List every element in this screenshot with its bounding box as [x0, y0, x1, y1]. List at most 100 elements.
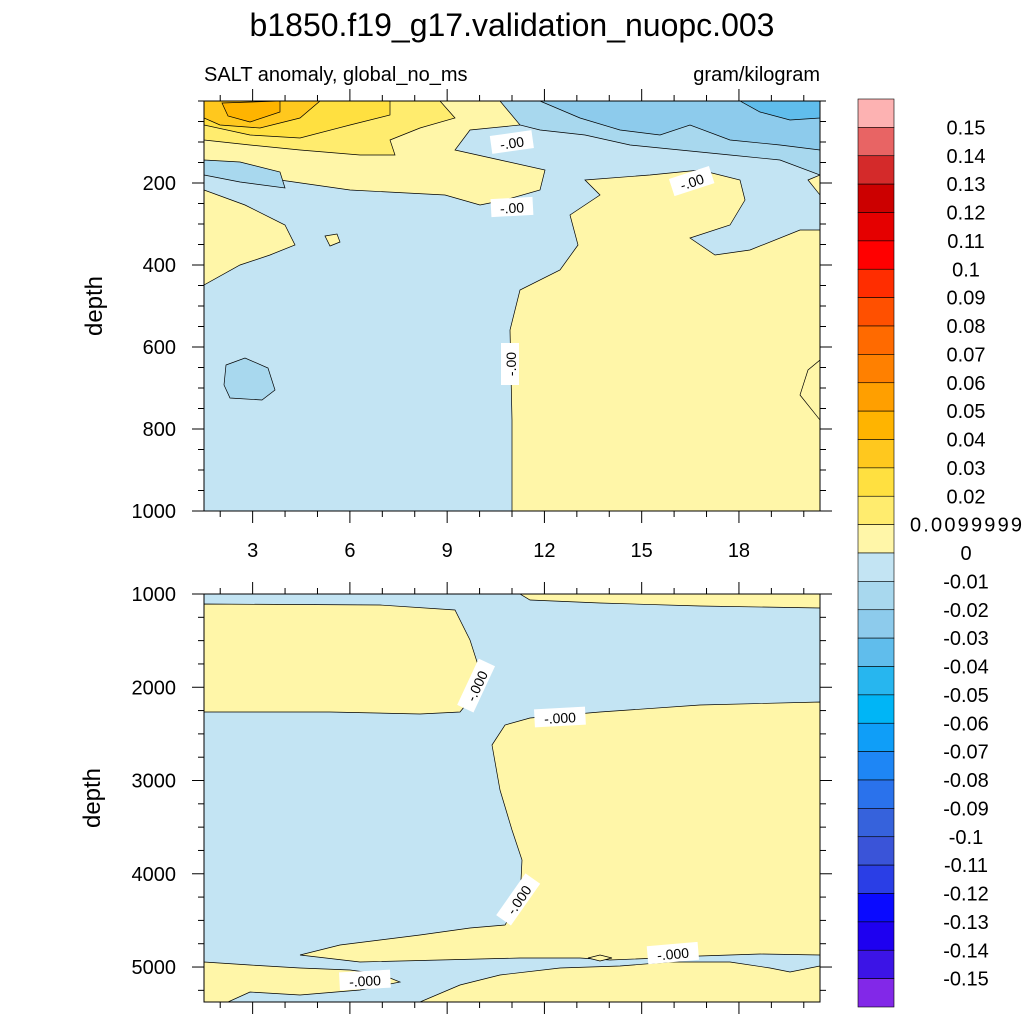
contour-label: -.000	[534, 706, 586, 728]
colorbar-label: 0.1	[952, 259, 980, 281]
colorbar-label: -0.15	[943, 969, 989, 991]
upper-y-tick-labels: 200 400 600 800 1000	[132, 173, 177, 523]
lower-panel: 1000 2000 3000 4000 5000 depth -.000 -.000 -.0…	[79, 582, 832, 1014]
colorbar-swatch	[857, 467, 895, 497]
upper-neg-region-d	[223, 357, 276, 401]
lower-pos-region-e	[587, 954, 613, 962]
colorbar-swatch	[857, 297, 895, 327]
colorbar-swatch	[857, 552, 895, 582]
colorbar-swatch	[857, 212, 895, 242]
colorbar-label: 0	[960, 543, 971, 565]
colorbar-swatch	[857, 949, 895, 979]
upper-pos-region-e	[799, 359, 820, 421]
colorbar-label: -0.1	[949, 827, 983, 849]
colorbar-swatch	[857, 155, 895, 185]
contour-label: -.00	[668, 166, 715, 197]
colorbar-swatch	[857, 836, 895, 866]
colorbar-swatch	[857, 581, 895, 611]
colorbar-swatch	[857, 921, 895, 951]
upper-pos-region-b	[509, 169, 820, 511]
colorbar-swatch	[857, 98, 895, 128]
contour-label-text: -.000	[349, 972, 382, 990]
upper-contour-labels: -.00 -.00 -.00 -.00	[489, 130, 715, 385]
colorbar-label: -0.06	[943, 713, 989, 735]
y-tick-label: 3000	[132, 771, 177, 793]
contour-label: -.00	[489, 130, 534, 154]
y-tick-label: 2000	[132, 677, 177, 699]
colorbar-swatch	[857, 495, 895, 525]
upper-axis-ticks	[192, 89, 832, 523]
colorbar-swatch	[857, 808, 895, 838]
upper-y-axis-label: depth	[81, 276, 108, 336]
colorbar-swatch	[857, 751, 895, 781]
colorbar-label: 0.02	[947, 486, 986, 508]
colorbar-swatch	[857, 864, 895, 894]
contour-label: -.000	[339, 969, 391, 991]
colorbar-label: 0.09	[947, 288, 986, 310]
colorbar-swatch	[857, 637, 895, 667]
colorbar-swatch	[857, 354, 895, 384]
contour-label: -.00	[490, 196, 534, 218]
lower-pos-region-b	[519, 594, 820, 609]
colorbar-swatch	[857, 524, 895, 554]
colorbar-label: -0.12	[943, 884, 989, 906]
contour-label-text: -.00	[678, 171, 706, 194]
colorbar-swatch	[857, 666, 895, 696]
colorbar-label: -0.04	[943, 657, 989, 679]
x-tick-label: 12	[533, 540, 555, 562]
lower-pos-region-a	[204, 603, 479, 715]
contour-label: -.00	[501, 343, 519, 385]
colorbar-swatch	[857, 439, 895, 469]
colorbar-label: -0.01	[943, 571, 989, 593]
colorbar-label: -0.02	[943, 600, 989, 622]
colorbar-swatch	[857, 722, 895, 752]
colorbar-label: -0.14	[943, 940, 989, 962]
colorbar-swatch	[857, 694, 895, 724]
colorbar-label: 0.14	[947, 146, 986, 168]
colorbar-swatch	[857, 779, 895, 809]
colorbar-labels: 0.15 0.14 0.13 0.12 0.11 0.1 0.09 0.08 0.07 0.06 0…	[910, 117, 1022, 990]
lower-contour-field	[204, 594, 820, 1002]
colorbar-swatch	[857, 978, 895, 1008]
subtitle-units: gram/kilogram	[693, 64, 820, 86]
contour-label-text: -.000	[544, 709, 577, 727]
x-tick-label: 3	[247, 540, 258, 562]
colorbar-label: -0.08	[943, 770, 989, 792]
x-tick-label: 6	[344, 540, 355, 562]
colorbar-label: 0.04	[947, 430, 986, 452]
lower-y-axis-label: depth	[79, 768, 106, 828]
colorbar-label: -0.05	[943, 685, 989, 707]
lower-pos-region-c	[299, 701, 820, 1002]
y-tick-label: 600	[143, 337, 176, 359]
y-tick-label: 1000	[132, 501, 177, 523]
contour-label-text: -.00	[499, 133, 525, 152]
y-tick-label: 1000	[132, 584, 177, 606]
lower-axis-ticks	[192, 582, 832, 1014]
colorbar-label: 0.0099999	[910, 515, 1022, 537]
colorbar-label: -0.09	[943, 798, 989, 820]
y-tick-label: 5000	[132, 957, 177, 979]
y-tick-label: 400	[143, 255, 176, 277]
y-tick-label: 200	[143, 173, 176, 195]
colorbar-swatch	[857, 183, 895, 213]
colorbar-label: 0.12	[947, 203, 986, 225]
contour-label-text: -.000	[656, 945, 689, 964]
chart-title: b1850.f19_g17.validation_nuopc.003	[250, 7, 775, 43]
x-tick-label: 9	[442, 540, 453, 562]
colorbar-label: 0.07	[947, 344, 986, 366]
y-tick-label: 4000	[132, 864, 177, 886]
upper-neg-region-e	[204, 159, 286, 189]
contour-label-text: -.00	[503, 352, 519, 376]
colorbar-label: 0.03	[947, 458, 986, 480]
colorbar-label: 0.15	[947, 117, 986, 139]
upper-pos-region-f	[807, 174, 820, 196]
colorbar-label: 0.13	[947, 174, 986, 196]
colorbar-swatch	[857, 240, 895, 270]
colorbar-label: 0.11	[947, 231, 984, 253]
upper-x-tick-labels: 3 6 9 12 15 18	[247, 540, 750, 562]
upper-pos-region-c	[204, 189, 296, 286]
colorbar-swatch	[857, 127, 895, 157]
upper-contour-field	[204, 101, 820, 511]
